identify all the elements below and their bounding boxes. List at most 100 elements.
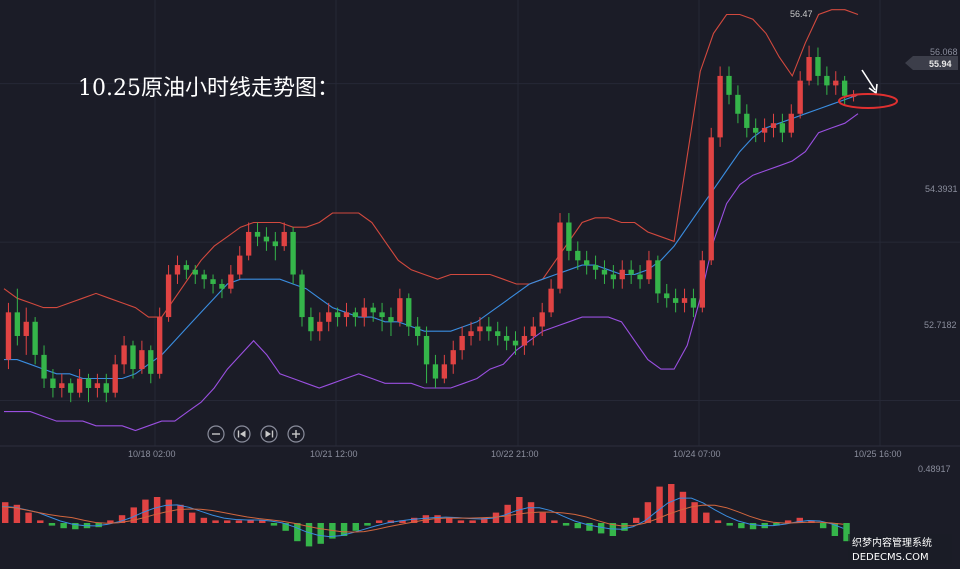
macd-axis-tick: 0.48917: [918, 464, 951, 474]
macd-bar: [784, 520, 792, 523]
price-tick: 52.7182: [924, 320, 957, 330]
macd-bar: [188, 512, 196, 523]
candle: [797, 71, 803, 119]
candle-body: [512, 340, 519, 346]
jump-end-button[interactable]: [260, 425, 278, 443]
candle-body: [575, 250, 581, 261]
candle-body: [263, 236, 270, 242]
candle-body: [530, 326, 536, 336]
candle: [806, 45, 812, 86]
candle: [628, 260, 634, 284]
candle-body: [824, 75, 830, 86]
candle-body: [343, 312, 350, 318]
candle: [112, 354, 118, 398]
candle: [726, 66, 732, 105]
candle: [352, 307, 359, 327]
macd-bar: [48, 523, 56, 526]
macd-bar: [691, 502, 698, 523]
macd-bar: [37, 520, 44, 523]
macd-bar: [107, 520, 114, 523]
macd-bar: [294, 523, 301, 542]
candle-body: [23, 321, 29, 336]
macd-bar: [738, 523, 745, 529]
candle: [148, 345, 154, 384]
candle: [14, 288, 21, 346]
time-tick: 10/22 21:00: [491, 449, 539, 459]
candle: [406, 293, 412, 336]
candle: [779, 113, 786, 143]
candle-body: [94, 383, 101, 388]
macd-bar: [153, 497, 161, 523]
macd-bar: [819, 523, 827, 529]
candle: [272, 231, 278, 261]
macd-bar: [317, 523, 324, 544]
candle-body: [486, 326, 492, 332]
macd-bar: [387, 520, 395, 523]
candle-body: [148, 350, 154, 374]
current-price-tag: 55.94: [905, 56, 958, 70]
macd-bar: [224, 520, 231, 523]
macd-bar: [13, 504, 21, 523]
candle: [521, 326, 528, 355]
candle-body: [14, 312, 21, 336]
candle: [503, 326, 510, 351]
candle: [85, 373, 92, 403]
candle: [423, 326, 430, 384]
candle-body: [317, 321, 323, 332]
candle-body: [352, 312, 359, 318]
candle: [326, 302, 332, 332]
macd-bar: [235, 520, 243, 523]
candle-body: [59, 383, 65, 388]
bollinger-bands: [3, 9, 859, 432]
plus-circle-icon: [287, 425, 305, 443]
candle-body: [165, 274, 172, 318]
zoom-out-button[interactable]: [207, 425, 225, 443]
candle: [59, 373, 65, 398]
candle-body: [254, 231, 261, 237]
macd-dea-line: [1, 504, 844, 533]
candle: [548, 279, 554, 318]
candlestick-series: [5, 45, 857, 403]
macd-bar: [632, 517, 640, 523]
candle: [308, 307, 314, 341]
jump-start-button[interactable]: [233, 425, 251, 443]
candle-body: [423, 335, 430, 365]
candle-body: [334, 312, 341, 318]
candle-body: [521, 335, 528, 346]
candle-body: [50, 378, 56, 388]
candle: [165, 265, 172, 322]
macd-bar: [679, 491, 687, 523]
candle: [459, 326, 465, 360]
candle-body: [708, 137, 714, 261]
candle: [592, 255, 599, 280]
candle: [68, 378, 74, 403]
macd-bar: [469, 520, 476, 523]
candle: [566, 213, 572, 261]
macd-bar: [481, 517, 488, 523]
candle-body: [237, 255, 243, 275]
candle-body: [815, 57, 821, 76]
macd-bar: [644, 502, 652, 523]
candle: [655, 255, 661, 303]
candle-body: [477, 326, 483, 332]
candle-body: [797, 80, 803, 114]
chart-controls: [207, 425, 305, 443]
candle: [183, 260, 190, 280]
candle: [753, 118, 759, 143]
zoom-in-button[interactable]: [287, 425, 305, 443]
candle: [744, 104, 750, 138]
candle-body: [761, 127, 768, 133]
candle-body: [610, 274, 617, 280]
candle-body: [850, 95, 857, 97]
candle: [761, 118, 768, 143]
macd-bar: [25, 512, 32, 523]
candle-body: [806, 57, 812, 81]
candle: [708, 127, 714, 266]
candle: [370, 302, 376, 322]
bollinger-upper-line: [3, 9, 859, 318]
macd-bar: [352, 523, 359, 531]
candle-body: [566, 222, 572, 251]
macd-bar: [399, 520, 406, 523]
macd-bar: [703, 512, 710, 523]
candle: [130, 340, 136, 379]
